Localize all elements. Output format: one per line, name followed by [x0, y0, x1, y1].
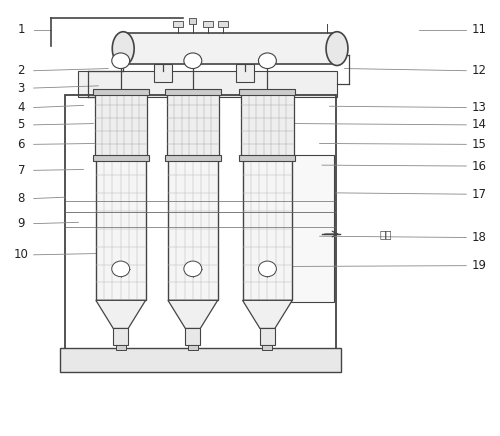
Text: 13: 13: [472, 101, 486, 114]
Circle shape: [258, 53, 276, 68]
Polygon shape: [96, 300, 146, 328]
Circle shape: [184, 261, 202, 277]
Bar: [164, 155, 221, 161]
Polygon shape: [242, 300, 292, 328]
Circle shape: [258, 261, 276, 277]
Bar: [190, 18, 196, 24]
Bar: [240, 89, 296, 95]
Bar: [260, 328, 275, 345]
Bar: [242, 92, 294, 157]
Circle shape: [112, 53, 130, 68]
Bar: [94, 92, 147, 157]
Bar: [188, 345, 198, 350]
Bar: [166, 92, 219, 157]
Text: 15: 15: [472, 138, 486, 151]
Polygon shape: [168, 300, 218, 328]
Text: 9: 9: [18, 217, 25, 230]
Bar: [164, 89, 221, 95]
Ellipse shape: [326, 32, 348, 65]
Bar: [60, 348, 341, 372]
Bar: [65, 95, 336, 350]
Text: 4: 4: [18, 101, 25, 114]
Circle shape: [112, 261, 130, 277]
Bar: [279, 155, 334, 303]
Bar: [114, 328, 128, 345]
Bar: [154, 64, 172, 82]
Text: 3: 3: [18, 82, 25, 95]
Text: 5: 5: [18, 118, 25, 131]
Bar: [92, 89, 149, 95]
Bar: [173, 21, 183, 27]
Ellipse shape: [112, 32, 134, 65]
Bar: [186, 328, 200, 345]
Circle shape: [184, 53, 202, 68]
Bar: [236, 64, 254, 82]
Bar: [242, 157, 292, 300]
Text: 10: 10: [14, 249, 28, 261]
Bar: [240, 155, 296, 161]
Text: 18: 18: [472, 231, 486, 244]
Bar: [262, 345, 272, 350]
Text: 14: 14: [471, 118, 486, 131]
Text: 1: 1: [18, 23, 25, 36]
Text: 6: 6: [18, 138, 25, 151]
Text: 8: 8: [18, 192, 25, 205]
Bar: [116, 345, 126, 350]
Text: 11: 11: [471, 23, 486, 36]
Text: 17: 17: [471, 187, 486, 201]
Bar: [96, 157, 146, 300]
Text: 焉气: 焉气: [380, 229, 392, 239]
Text: 2: 2: [18, 64, 25, 77]
Bar: [78, 71, 337, 97]
Bar: [123, 33, 337, 64]
Bar: [203, 21, 212, 27]
Text: 12: 12: [471, 64, 486, 77]
Bar: [92, 155, 149, 161]
Bar: [218, 21, 228, 27]
Text: 7: 7: [18, 164, 25, 177]
Text: 16: 16: [471, 160, 486, 173]
Text: 19: 19: [471, 259, 486, 272]
Bar: [168, 157, 218, 300]
